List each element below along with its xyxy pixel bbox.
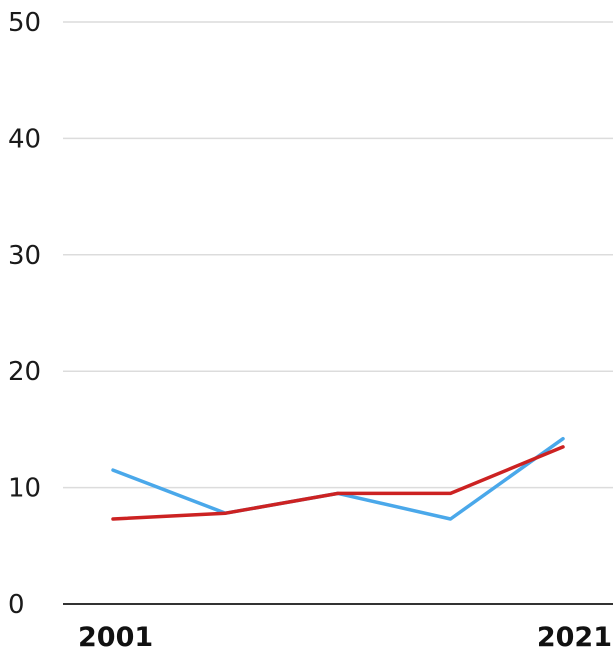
y-tick-label: 0: [8, 590, 25, 620]
y-tick-label: 40: [8, 124, 41, 154]
x-tick-label-first: 2001: [78, 622, 153, 653]
series-line-2: [111, 445, 565, 521]
series-lines: [111, 436, 565, 521]
y-tick-label: 50: [8, 8, 41, 38]
y-axis-tick-labels: 0 10 20 30 40 50: [8, 8, 41, 620]
gridlines: [63, 21, 613, 489]
x-axis-tick-labels: 2001 2021: [78, 622, 612, 653]
series-line-1: [111, 436, 565, 521]
y-tick-label: 10: [8, 474, 41, 504]
x-tick-label-last: 2021: [537, 622, 612, 653]
y-tick-label: 30: [8, 241, 41, 271]
y-tick-label: 20: [8, 357, 41, 387]
